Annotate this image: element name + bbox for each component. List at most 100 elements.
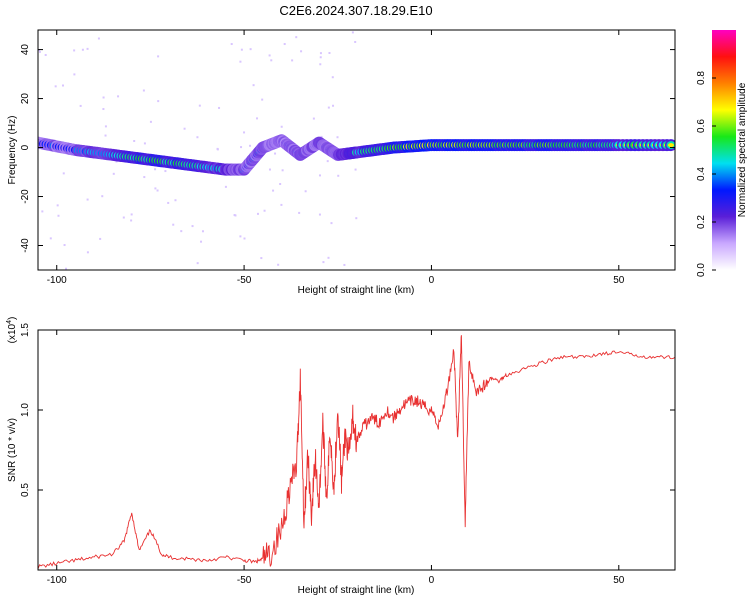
x-tick-label: -50	[237, 575, 252, 586]
spectrogram-speckle	[283, 43, 286, 46]
spectrogram-speckle	[216, 148, 219, 151]
x-tick-label: -100	[47, 275, 67, 286]
spectrogram-speckle	[291, 59, 294, 62]
spectrogram-speckle	[196, 136, 199, 139]
spectrogram-speckle	[174, 199, 177, 202]
spectrogram-speckle	[239, 235, 242, 238]
spectrogram-speckle	[318, 213, 321, 216]
spectrogram-speckle	[354, 40, 357, 43]
spectrogram-speckle	[319, 52, 322, 55]
spectrogram-speckle	[172, 223, 175, 226]
spectrogram-speckle	[143, 176, 146, 179]
spectrogram-speckle	[268, 168, 271, 171]
spectrogram-speckle	[38, 50, 41, 53]
spectrogram-x-label: Height of straight line (km)	[298, 285, 415, 296]
spectrogram-speckle	[256, 117, 259, 120]
snr-x-label: Height of straight line (km)	[298, 585, 415, 596]
spectrogram-speckle	[65, 267, 68, 270]
spectrogram-speckle	[201, 230, 204, 233]
spectrogram-marks	[38, 31, 675, 270]
spectrogram-speckle	[154, 168, 157, 171]
x-tick-label: 50	[613, 575, 625, 586]
spectrogram-speckle	[142, 89, 145, 92]
spectrogram-speckle	[274, 152, 277, 155]
spectrogram-speckle	[322, 261, 325, 264]
spectrogram-speckle	[270, 59, 273, 62]
spectrogram-speckle	[332, 104, 335, 107]
spectrogram-cell-core	[667, 143, 674, 148]
spectrogram-speckle	[319, 63, 322, 66]
colorbar-tick-label: 0.8	[696, 71, 707, 85]
y-tick-label: 0	[20, 144, 31, 150]
spectrogram-speckle	[157, 100, 160, 103]
snr-series-line	[38, 335, 675, 569]
snr-panel: -100 -50 0 50 0.5 1.0 1.5 Height of straight l…	[6, 317, 676, 596]
spectrogram-speckle	[327, 106, 330, 109]
spectrogram-speckle	[224, 185, 227, 188]
spectrogram-speckle	[277, 263, 280, 266]
spectrogram-speckle	[73, 49, 76, 52]
spectrogram-speckle	[130, 213, 133, 216]
spectrogram-y-label: Frequency (Hz)	[7, 116, 18, 185]
snr-multiplier-close: )	[7, 317, 18, 320]
spectrogram-speckle	[86, 251, 89, 254]
spectrogram-speckle	[280, 203, 283, 206]
spectrogram-speckle	[133, 139, 136, 142]
spectrogram-speckle	[62, 172, 65, 175]
spectrogram-speckle	[149, 120, 152, 123]
spectrogram-speckle	[164, 170, 167, 173]
spectrogram-speckle	[102, 96, 105, 99]
x-tick-label: 0	[429, 275, 435, 286]
spectrogram-speckle	[320, 135, 323, 138]
y-tick-label: 20	[20, 93, 31, 105]
spectrogram-speckle	[304, 190, 307, 193]
spectrogram-speckle	[122, 216, 125, 219]
spectrogram-speckle	[54, 85, 57, 88]
spectrogram-speckle	[130, 219, 133, 222]
spectrogram-speckle	[240, 48, 243, 51]
spectrogram-speckle	[44, 53, 47, 56]
spectrogram-speckle	[86, 47, 89, 50]
spectrogram-speckle	[319, 56, 322, 59]
y-tick-label: -20	[20, 189, 31, 204]
spectrogram-speckle	[191, 225, 194, 228]
spectrogram-speckle	[326, 160, 329, 163]
spectrogram-speckle	[239, 60, 242, 63]
spectrogram-speckle	[57, 214, 60, 217]
spectrogram-speckle	[280, 125, 283, 128]
spectrogram-speckle	[263, 209, 266, 212]
colorbar-tick-label: 0.4	[696, 167, 707, 181]
snr-ticks: -100 -50 0 50 0.5 1.0 1.5	[20, 323, 675, 586]
spectrogram-speckle	[327, 256, 330, 259]
spectrogram-speckle	[261, 98, 264, 101]
spectrogram-speckle	[112, 172, 115, 175]
spectrogram-speckle	[183, 127, 186, 130]
spectrogram-speckle	[252, 84, 255, 87]
spectrogram-speckle	[56, 204, 59, 207]
spectrogram-speckle	[234, 214, 237, 217]
spectrogram-speckle	[328, 51, 331, 54]
y-tick-label: 1.5	[20, 323, 31, 337]
spectrogram-speckle	[300, 50, 303, 53]
spectrogram-speckle	[268, 54, 271, 57]
x-tick-label: 0	[429, 575, 435, 586]
spectrogram-speckle	[230, 43, 233, 46]
x-tick-label: 50	[613, 275, 625, 286]
spectrogram-panel: -100 -50 0 50 -40 -20 0 20 40 Height of straight…	[7, 29, 676, 296]
y-tick-label: 0.5	[20, 483, 31, 497]
spectrogram-speckle	[143, 142, 146, 145]
spectrogram-speckle	[154, 187, 157, 190]
spectrogram-speckle	[157, 55, 160, 58]
spectrogram-speckle	[312, 117, 315, 120]
spectrogram-speckle	[49, 237, 52, 240]
spectrogram-speckle	[243, 131, 246, 134]
colorbar-ticks: 0.0 0.2 0.4 0.6 0.8	[696, 71, 716, 277]
spectrogram-speckle	[156, 189, 159, 192]
spectrogram-speckle	[104, 125, 107, 128]
colorbar: 0.0 0.2 0.4 0.6 0.8 Normalized spectral ampl…	[696, 30, 748, 277]
spectrogram-speckle	[260, 257, 263, 260]
spectrogram-speckle	[298, 211, 301, 214]
spectrogram-speckle	[240, 146, 243, 149]
snr-multiplier-exp: 4	[6, 320, 13, 324]
